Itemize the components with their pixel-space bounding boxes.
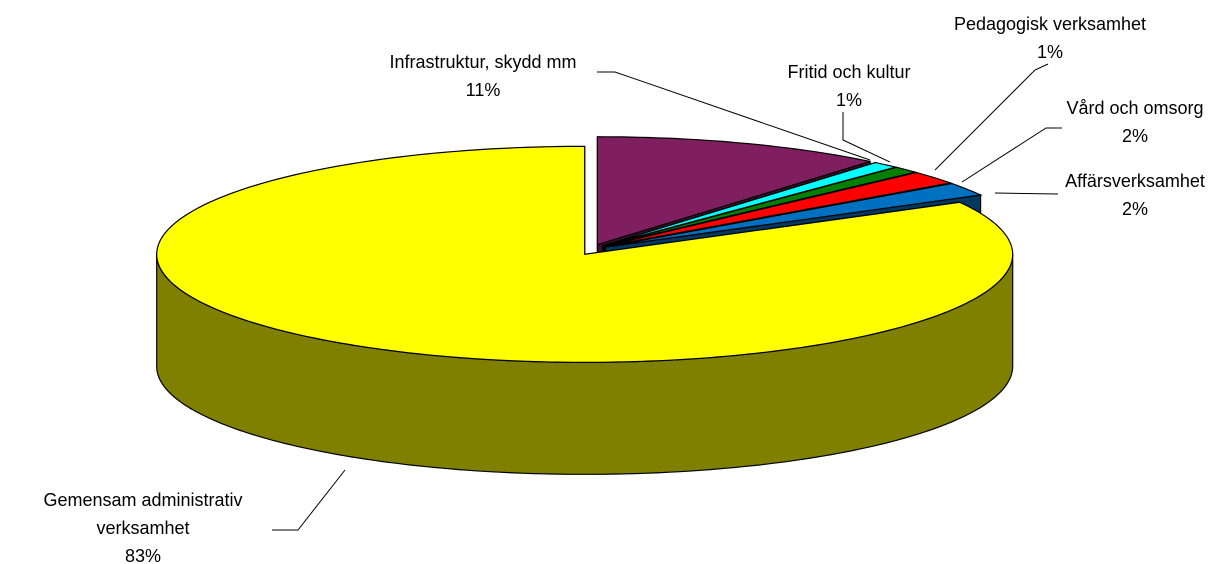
leader-line: [994, 192, 1059, 195]
slice: [596, 136, 871, 246]
slice-label: Gemensam administrativ verksamhet 83%: [3, 486, 283, 564]
slice-percent: 1%: [835, 90, 863, 110]
pie: [156, 136, 1014, 475]
slice-name: Fritid och kultur: [787, 62, 911, 82]
slice-name: Gemensam administrativ verksamhet: [43, 490, 243, 538]
slice-name: Affärsverksamhet: [1065, 171, 1205, 191]
slice-label: Infrastruktur, skydd mm 11%: [389, 48, 576, 104]
slice: [156, 145, 1014, 363]
slice-name: Pedagogisk verksamhet: [953, 14, 1147, 34]
slice: [603, 166, 916, 247]
leader-line: [934, 63, 1049, 171]
slice-name: Infrastruktur, skydd mm: [389, 52, 577, 72]
slice: [605, 182, 983, 248]
slice-label: Pedagogisk verksamhet 1%: [954, 10, 1146, 66]
leader-line: [961, 127, 1062, 183]
slice-percent: 83%: [124, 546, 162, 564]
slice-percent: 2%: [1121, 126, 1149, 146]
slice-name: Vård och omsorg: [1066, 98, 1204, 118]
slice-label: Vård och omsorg 2%: [1066, 94, 1203, 150]
slice-label: Affärsverksamhet 2%: [1065, 167, 1205, 223]
leader-line: [597, 71, 871, 161]
leader-line: [272, 469, 346, 531]
slice-label: Fritid och kultur 1%: [787, 58, 910, 114]
leader-line: [842, 112, 891, 163]
slice-percent: 1%: [1036, 42, 1064, 62]
slice-percent: 2%: [1121, 199, 1149, 219]
slice: [604, 171, 951, 247]
slice-percent: 11%: [465, 80, 501, 100]
